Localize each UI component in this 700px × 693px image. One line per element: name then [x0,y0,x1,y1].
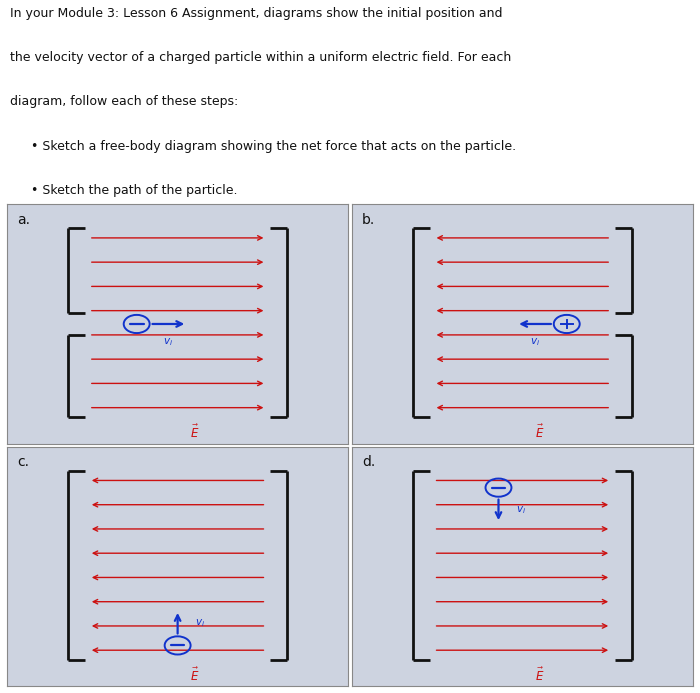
Text: $\vec{E}$: $\vec{E}$ [190,667,200,684]
Text: $\vec{E}$: $\vec{E}$ [535,667,544,684]
Text: the velocity vector of a charged particle within a uniform electric field. For e: the velocity vector of a charged particl… [10,51,512,64]
Text: In your Module 3: Lesson 6 Assignment, diagrams show the initial position and: In your Module 3: Lesson 6 Assignment, d… [10,7,503,20]
Text: • Sketch the path of the particle.: • Sketch the path of the particle. [31,184,237,197]
Text: • Sketch a free-body diagram showing the net force that acts on the particle.: • Sketch a free-body diagram showing the… [31,139,516,152]
Text: d.: d. [362,455,375,469]
Text: $\vec{E}$: $\vec{E}$ [190,424,200,441]
Text: c.: c. [18,455,29,469]
Text: $\vec{E}$: $\vec{E}$ [535,424,544,441]
Text: b.: b. [362,213,375,227]
Text: $v_i$: $v_i$ [530,336,540,348]
Text: diagram, follow each of these steps:: diagram, follow each of these steps: [10,96,239,108]
Text: $v_i$: $v_i$ [163,336,174,348]
Text: a.: a. [18,213,30,227]
Text: $v_i$: $v_i$ [516,504,526,516]
Text: $v_i$: $v_i$ [195,617,205,629]
